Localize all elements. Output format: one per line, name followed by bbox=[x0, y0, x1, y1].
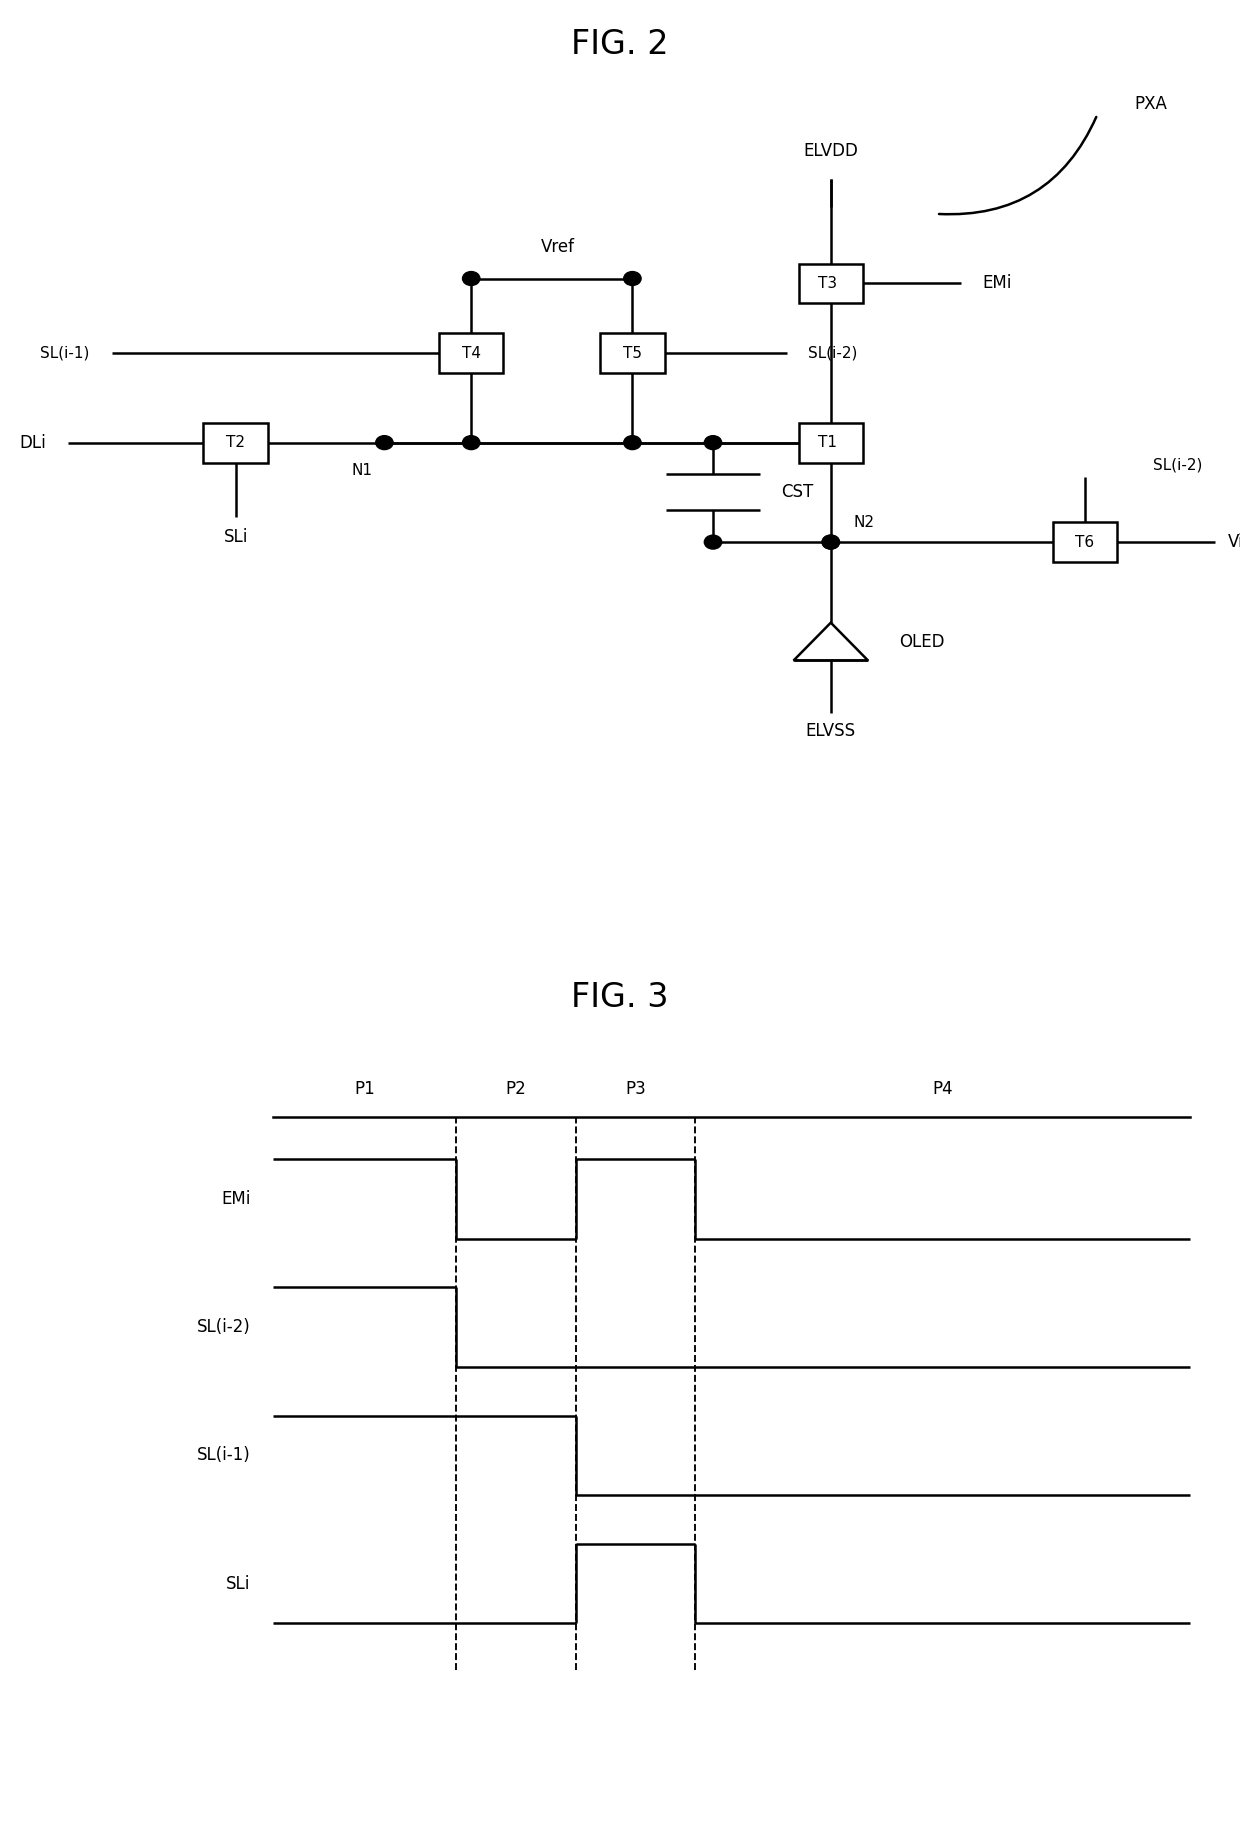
Circle shape bbox=[463, 437, 480, 449]
Text: SL(i-1): SL(i-1) bbox=[197, 1446, 250, 1464]
Circle shape bbox=[624, 437, 641, 449]
Text: SLi: SLi bbox=[223, 529, 248, 545]
Text: T6: T6 bbox=[1075, 534, 1095, 549]
Circle shape bbox=[704, 536, 722, 549]
Text: T2: T2 bbox=[226, 435, 246, 449]
Text: FIG. 3: FIG. 3 bbox=[572, 982, 668, 1015]
Text: ELVSS: ELVSS bbox=[806, 722, 856, 740]
Text: EMi: EMi bbox=[221, 1190, 250, 1208]
Text: SL(i-2): SL(i-2) bbox=[197, 1319, 250, 1335]
Text: T1: T1 bbox=[817, 435, 837, 449]
Bar bbox=[799, 263, 863, 304]
Text: EMi: EMi bbox=[982, 274, 1012, 293]
Text: N1: N1 bbox=[352, 462, 372, 477]
Text: SL(i-1): SL(i-1) bbox=[40, 346, 89, 361]
Text: Vint: Vint bbox=[1228, 532, 1240, 551]
Text: T3: T3 bbox=[817, 276, 837, 291]
Text: P2: P2 bbox=[506, 1079, 526, 1098]
Circle shape bbox=[376, 437, 393, 449]
Bar bbox=[1053, 523, 1117, 562]
Text: SL(i-2): SL(i-2) bbox=[1153, 457, 1203, 472]
Text: T5: T5 bbox=[622, 346, 642, 361]
Text: T4: T4 bbox=[461, 346, 481, 361]
Text: DLi: DLi bbox=[19, 433, 46, 451]
Text: CST: CST bbox=[781, 483, 813, 501]
Circle shape bbox=[463, 271, 480, 286]
Text: SL(i-2): SL(i-2) bbox=[808, 346, 858, 361]
Text: Vref: Vref bbox=[541, 238, 575, 256]
Circle shape bbox=[624, 271, 641, 286]
Text: SLi: SLi bbox=[226, 1575, 250, 1593]
Text: P3: P3 bbox=[625, 1079, 646, 1098]
Bar bbox=[799, 424, 863, 462]
Text: P4: P4 bbox=[932, 1079, 954, 1098]
Text: OLED: OLED bbox=[899, 632, 945, 650]
Bar bbox=[600, 333, 665, 372]
Text: ELVDD: ELVDD bbox=[804, 142, 858, 160]
Text: PXA: PXA bbox=[1135, 96, 1168, 114]
Bar bbox=[439, 333, 503, 372]
Bar bbox=[203, 424, 268, 462]
Text: N2: N2 bbox=[853, 514, 874, 530]
Text: FIG. 2: FIG. 2 bbox=[572, 28, 668, 61]
Circle shape bbox=[704, 437, 722, 449]
Circle shape bbox=[822, 536, 839, 549]
Circle shape bbox=[822, 536, 839, 549]
Text: P1: P1 bbox=[355, 1079, 374, 1098]
